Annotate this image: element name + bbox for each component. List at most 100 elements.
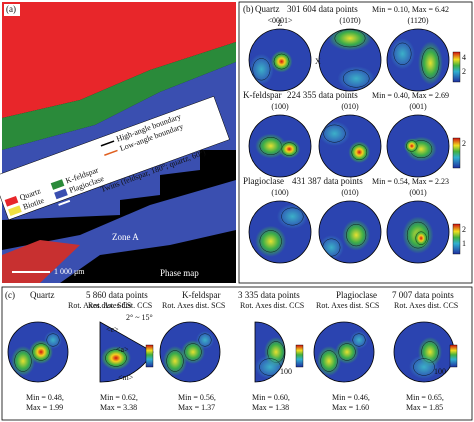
plane-label: (010) xyxy=(341,188,359,197)
caption: Phase map xyxy=(160,268,199,278)
zone-label: Zone A xyxy=(112,232,139,242)
scs-min: Min = 0.46, xyxy=(332,393,370,402)
pole-outline xyxy=(386,28,450,92)
plane-label: (100) xyxy=(271,102,289,111)
data-points: 431 387 data points xyxy=(292,176,363,186)
pole-outline xyxy=(248,28,312,92)
ccs-label: Rot. Axes dist. CCS xyxy=(88,301,152,310)
colorbar xyxy=(145,344,154,368)
contour xyxy=(393,42,412,65)
contour xyxy=(406,221,430,249)
pole-figure xyxy=(387,29,449,91)
contour xyxy=(320,350,338,372)
contour xyxy=(46,333,60,347)
contour xyxy=(338,343,356,361)
contour xyxy=(406,140,418,152)
panel-border xyxy=(238,1,473,284)
pole-outline xyxy=(318,28,382,92)
colorbar xyxy=(452,223,461,255)
plane-label: (112̄0) xyxy=(407,16,428,25)
row-mineral: K-feldspar xyxy=(243,90,281,100)
colorbar-tick: 2 xyxy=(462,139,466,148)
contour xyxy=(334,29,366,48)
contour xyxy=(352,333,366,347)
ccs-max: Max = 1.85 xyxy=(406,403,443,412)
row-mineral: Quartz xyxy=(255,4,280,14)
data-points: 301 604 data points xyxy=(287,4,358,14)
ccs-min: Min = 0.65, xyxy=(406,393,444,402)
scs-min: Min = 0.56, xyxy=(178,393,216,402)
ccs-min: Min = 0.60, xyxy=(252,393,290,402)
plane-label: (100) xyxy=(271,188,289,197)
pole-figure xyxy=(255,322,285,382)
ccs-min: Min = 0.62, xyxy=(100,393,138,402)
pole-figure xyxy=(249,29,311,91)
group-mineral: Plagioclase xyxy=(336,290,377,300)
colorbar-tick: 2 xyxy=(462,225,466,234)
plane-label: (001) xyxy=(409,102,427,111)
wedge-axis: <a> xyxy=(116,345,129,354)
pole-figure xyxy=(394,322,454,382)
scs-max: Max = 1.37 xyxy=(178,403,215,412)
colorbar xyxy=(452,51,461,83)
pole-figure xyxy=(314,322,374,382)
min-max: Min = 0.40, Max = 2.69 xyxy=(372,91,449,100)
data-points: 224 355 data points xyxy=(287,90,358,100)
pole-outline xyxy=(318,114,382,178)
pole-outline xyxy=(254,321,286,383)
pole-figure xyxy=(387,201,449,263)
data-points: 3 335 data points xyxy=(238,290,300,300)
axis-label: Z xyxy=(278,19,283,28)
scale-label: 1 000 μm xyxy=(54,267,85,276)
min-max: Min = 0.54, Max = 2.23 xyxy=(372,177,449,186)
contour xyxy=(184,343,202,361)
contour xyxy=(415,231,427,245)
panel-border xyxy=(1,286,473,421)
contour xyxy=(342,69,370,88)
contour xyxy=(105,349,127,367)
contour xyxy=(198,333,212,347)
pole-figure xyxy=(249,201,311,263)
panel-label: (c) xyxy=(5,290,15,300)
contour xyxy=(413,358,435,376)
contour xyxy=(166,350,184,372)
colorbar-tick: 100 xyxy=(434,367,446,376)
ccs-label: Rot. Axes dist. CCS xyxy=(394,301,458,310)
ccs-max: Max = 3.38 xyxy=(100,403,137,412)
panel-label: (a) xyxy=(6,4,16,14)
axis-label: X xyxy=(315,57,321,66)
pole-figure xyxy=(249,115,311,177)
pole-outline xyxy=(386,114,450,178)
panel-label: (b) xyxy=(243,4,254,14)
scs-label: Rot. Axes dist. SCS xyxy=(162,301,225,310)
plane-label: <0001> xyxy=(267,16,293,25)
colorbar-tick: 4 xyxy=(462,53,466,62)
wedge-axis: <m> xyxy=(118,373,134,382)
contour xyxy=(281,142,298,156)
contour xyxy=(252,58,271,81)
ccs-max: Max = 1.38 xyxy=(252,403,289,412)
legend: Quartz Biotite K-feldspar Plagioclase Hi… xyxy=(0,95,230,221)
wedge-axis: <c> xyxy=(106,325,119,334)
pole-outline xyxy=(313,321,375,383)
contour xyxy=(273,53,290,70)
contour xyxy=(14,350,32,372)
colorbar-tick: 2 xyxy=(462,67,466,76)
plane-label: (101̄0) xyxy=(339,16,361,25)
data-points: 5 860 data points xyxy=(86,290,148,300)
panel-label-box xyxy=(4,4,20,16)
min-max: Min = 0.10, Max = 6.42 xyxy=(372,5,449,14)
scs-label: Rot. Axes dist. SCS xyxy=(316,301,379,310)
wedge-range: 2° ~ 15° xyxy=(126,313,153,322)
data-points: 7 007 data points xyxy=(392,290,454,300)
colorbar xyxy=(295,344,304,368)
pole-outline xyxy=(159,321,221,383)
scs-min: Min = 0.48, xyxy=(26,393,64,402)
plane-label: (010) xyxy=(341,102,359,111)
contour xyxy=(259,230,282,253)
pole-figure xyxy=(319,115,381,177)
row-mineral: Plagioclase xyxy=(243,176,284,186)
contour xyxy=(323,124,346,143)
ccs-label: Rot. Axes dist. CCS xyxy=(240,301,304,310)
